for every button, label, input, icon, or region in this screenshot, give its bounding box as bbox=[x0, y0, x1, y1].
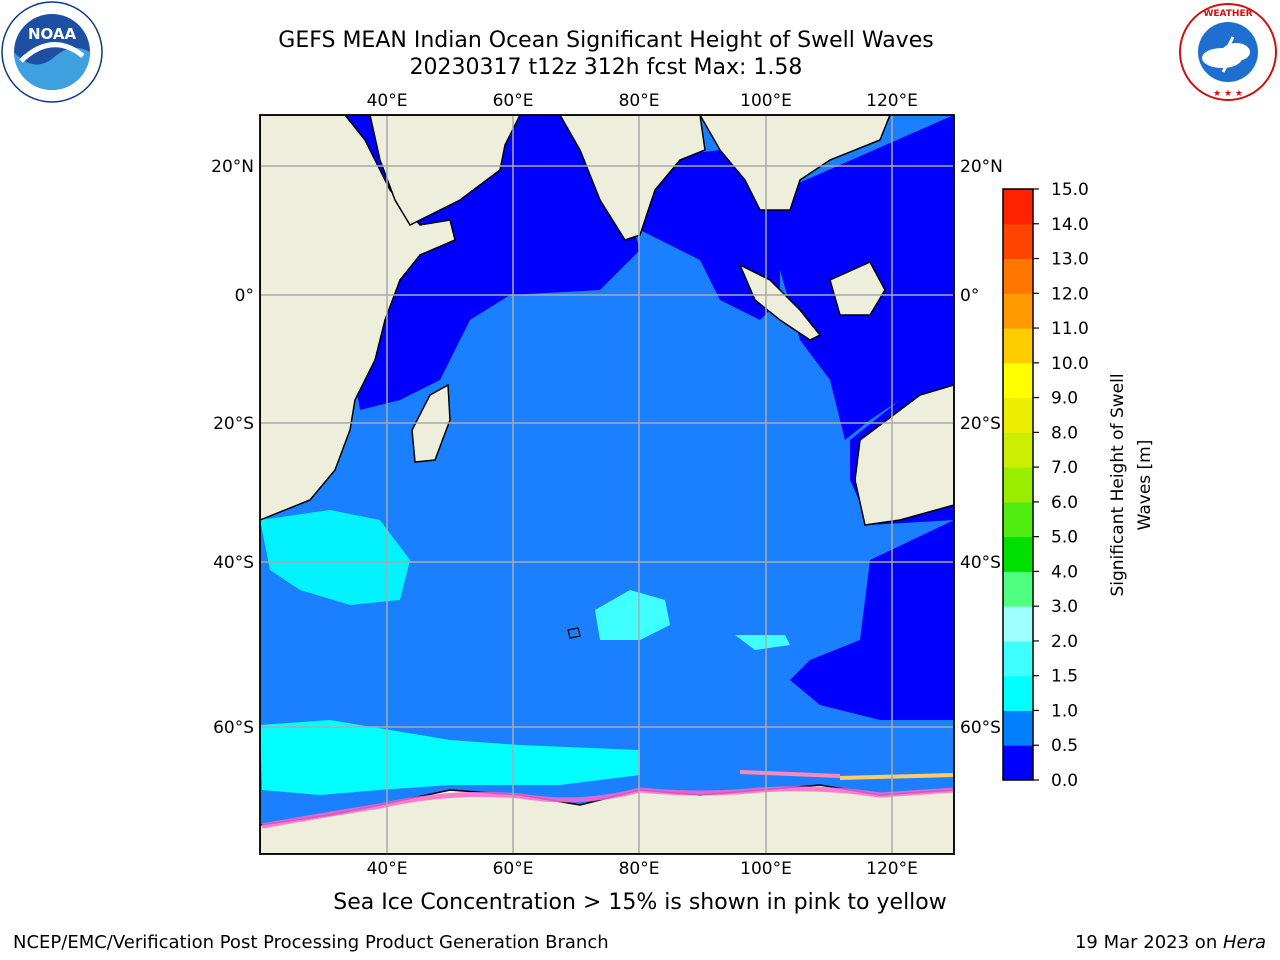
colorbar-tick-label: 8.0 bbox=[1051, 423, 1078, 443]
colorbar-bin bbox=[1003, 606, 1033, 642]
sumatra-land bbox=[738, 263, 822, 341]
sea-ice-note: Sea Ice Concentration > 15% is shown in … bbox=[333, 890, 947, 915]
footer-date: 19 Mar 2023 on Hera bbox=[1075, 932, 1266, 953]
colorbar-tick-label: 0.0 bbox=[1051, 771, 1078, 791]
map-panel bbox=[260, 115, 954, 854]
colorbar-bin bbox=[1003, 328, 1033, 364]
colorbar-tick-label: 2.0 bbox=[1051, 632, 1078, 652]
svg-text:WEATHER: WEATHER bbox=[1203, 9, 1252, 19]
colorbar: 0.0 0.5 1.0 1.5 2.0 3.0 4.0 5.0 6.0 7.0 8.0 9.0 10.0… bbox=[1003, 180, 1089, 791]
lon-label: 60°E bbox=[493, 91, 534, 111]
borneo-land bbox=[829, 261, 886, 316]
colorbar-bin bbox=[1003, 467, 1033, 503]
south-east-low-swell bbox=[790, 520, 954, 720]
colorbar-tick-label: 13.0 bbox=[1051, 250, 1089, 270]
colorbar-bin bbox=[1003, 397, 1033, 433]
arabia-land bbox=[369, 115, 521, 226]
lon-labels-top: 40°E 60°E 80°E 100°E 120°E bbox=[367, 91, 918, 111]
lon-labels-bottom: 40°E 60°E 80°E 100°E 120°E bbox=[367, 859, 918, 879]
colorbar-tick-label: 14.0 bbox=[1051, 215, 1089, 235]
lon-label: 80°E bbox=[619, 91, 660, 111]
lat-label: 20°S bbox=[213, 414, 254, 434]
sea-ice-fringe-mid bbox=[739, 770, 841, 778]
colorbar-tick-label: 11.0 bbox=[1051, 319, 1089, 339]
colorbar-bin bbox=[1003, 293, 1033, 329]
footer-credit: NCEP/EMC/Verification Post Processing Pr… bbox=[13, 932, 609, 953]
colorbar-tick-label: 3.0 bbox=[1051, 597, 1078, 617]
sea-ice-fringe bbox=[261, 786, 954, 829]
lon-label: 120°E bbox=[866, 859, 918, 879]
lat-label: 40°S bbox=[960, 553, 1001, 573]
lon-label: 40°E bbox=[367, 859, 408, 879]
lat-label: 20°S bbox=[960, 414, 1001, 434]
colorbar-bin bbox=[1003, 258, 1033, 294]
lat-label: 0° bbox=[960, 286, 979, 306]
svg-text:★ ★ ★: ★ ★ ★ bbox=[1213, 89, 1243, 99]
swell-patch-central bbox=[595, 590, 670, 640]
swell-patch-south bbox=[260, 720, 640, 795]
lon-label: 60°E bbox=[493, 859, 534, 879]
colorbar-tick-label: 9.0 bbox=[1051, 389, 1078, 409]
colorbar-bin bbox=[1003, 501, 1033, 538]
lat-labels-right: 20°N 0° 20°S 40°S 60°S bbox=[960, 157, 1003, 738]
lat-labels-left: 20°N 0° 20°S 40°S 60°S bbox=[211, 157, 254, 738]
footer-machine: Hera bbox=[1222, 932, 1266, 953]
map-subtitle: 20230317 t12z 312h fcst Max: 1.58 bbox=[409, 55, 803, 80]
lat-label: 20°N bbox=[211, 157, 254, 177]
lon-label: 120°E bbox=[866, 91, 918, 111]
australia-land bbox=[854, 384, 954, 526]
colorbar-bin bbox=[1003, 432, 1033, 468]
colorbar-bin bbox=[1003, 223, 1033, 260]
lat-label: 0° bbox=[235, 286, 254, 306]
sea-ice-fringe-east bbox=[839, 773, 954, 780]
colorbar-tick-label: 10.0 bbox=[1051, 354, 1089, 374]
colorbar-tick-label: 12.0 bbox=[1051, 284, 1089, 304]
colorbar-label-line2: Waves [m] bbox=[1135, 440, 1155, 531]
colorbar-bin bbox=[1003, 362, 1033, 399]
colorbar-bin bbox=[1003, 675, 1033, 711]
lat-label: 20°N bbox=[960, 157, 1003, 177]
colorbar-tick-label: 7.0 bbox=[1051, 458, 1078, 478]
colorbar-tick-label: 5.0 bbox=[1051, 528, 1078, 548]
noaa-logo: NOAA bbox=[1, 1, 103, 103]
colorbar-bin bbox=[1003, 571, 1033, 607]
colorbar-tick-label: 15.0 bbox=[1051, 180, 1089, 200]
graticule bbox=[260, 115, 954, 854]
colorbar-tick-label: 4.0 bbox=[1051, 562, 1078, 582]
colorbar-label-line1: Significant Height of Swell bbox=[1108, 373, 1128, 596]
colorbar-tick-label: 6.0 bbox=[1051, 493, 1078, 513]
footer-date-text: 19 Mar 2023 on bbox=[1074, 932, 1223, 953]
noaa-logo-text: NOAA bbox=[28, 25, 77, 43]
lat-label: 60°S bbox=[213, 718, 254, 738]
lon-label: 100°E bbox=[740, 91, 792, 111]
swell-patch-small bbox=[735, 635, 790, 650]
kerguelen-outline bbox=[567, 627, 581, 639]
colorbar-tick-label: 1.0 bbox=[1051, 701, 1078, 721]
colorbar-bin bbox=[1003, 189, 1033, 225]
lat-label: 60°S bbox=[960, 718, 1001, 738]
lon-label: 80°E bbox=[619, 859, 660, 879]
colorbar-bin bbox=[1003, 745, 1033, 781]
nws-logo: WEATHER ★ ★ ★ bbox=[1179, 3, 1277, 101]
colorbar-tick-label: 0.5 bbox=[1051, 736, 1078, 756]
lat-label: 40°S bbox=[213, 553, 254, 573]
swell-patch-west bbox=[260, 510, 410, 605]
colorbar-frame bbox=[1002, 188, 1034, 781]
lon-label: 40°E bbox=[367, 91, 408, 111]
lon-label: 100°E bbox=[740, 859, 792, 879]
india-land bbox=[559, 115, 706, 241]
indochina-land bbox=[699, 115, 891, 211]
map-title: GEFS MEAN Indian Ocean Significant Heigh… bbox=[278, 28, 934, 53]
colorbar-bin bbox=[1003, 710, 1033, 746]
map-frame bbox=[259, 114, 955, 855]
colorbar-tick-label: 1.5 bbox=[1051, 667, 1078, 687]
colorbar-bin bbox=[1003, 640, 1033, 677]
colorbar-bin bbox=[1003, 536, 1033, 572]
